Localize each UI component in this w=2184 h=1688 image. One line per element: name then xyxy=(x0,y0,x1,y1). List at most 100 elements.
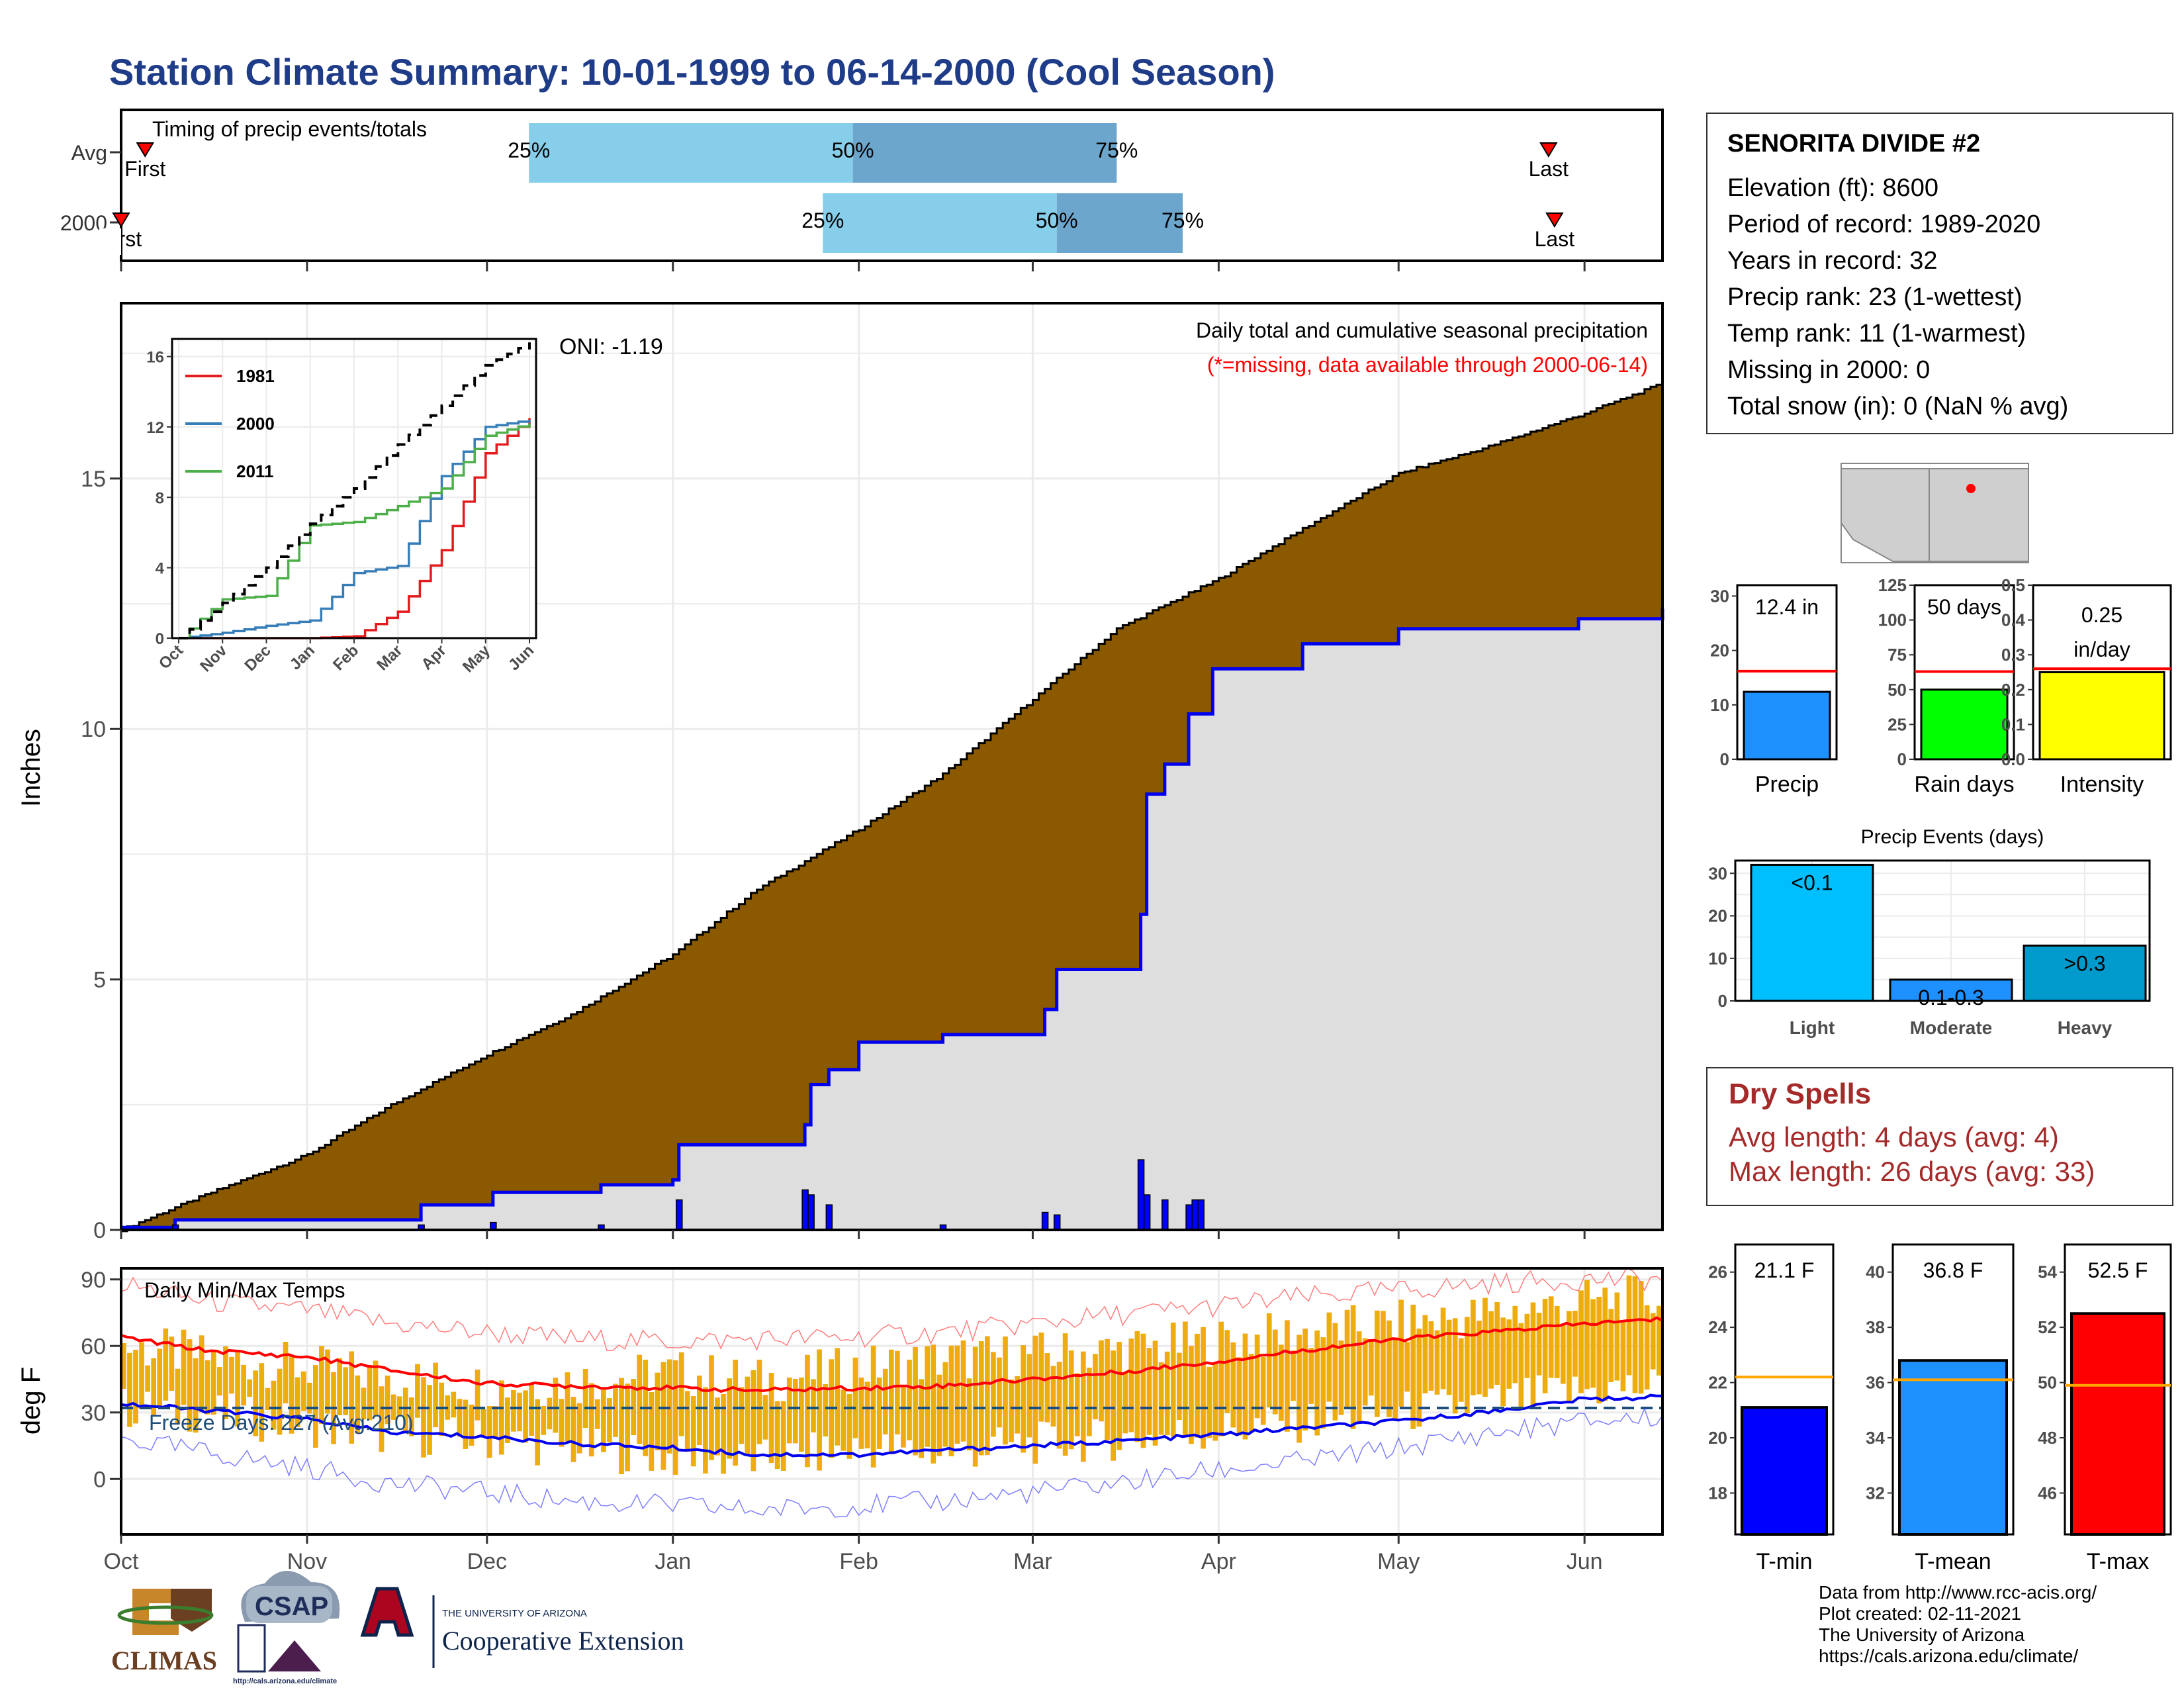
temp-range-bar xyxy=(1314,1330,1320,1436)
temp-range-bar xyxy=(948,1345,954,1456)
temp-range-bar xyxy=(715,1397,720,1456)
temp-range-bar xyxy=(1356,1331,1362,1424)
timing-q75-label: 75% xyxy=(1161,209,1204,232)
temp-range-bar xyxy=(169,1336,175,1391)
temp-range-bar xyxy=(690,1396,696,1467)
temp-range-bar xyxy=(811,1379,816,1432)
temp-range-bar xyxy=(1111,1350,1116,1461)
summary-tick-label: 0.1 xyxy=(2001,714,2025,734)
station-precip-rank: Precip rank: 23 (1-wettest) xyxy=(1727,283,2023,311)
temp-range-bar xyxy=(415,1364,420,1418)
y-axis-label: Inches xyxy=(17,729,46,807)
timing-q75-label: 75% xyxy=(1095,138,1138,162)
temp-range-bar xyxy=(1326,1312,1332,1402)
temp-range-bar xyxy=(306,1382,312,1414)
temp-range-bar xyxy=(469,1404,475,1446)
summary-tick-label: 0.4 xyxy=(2001,610,2026,630)
timing-title: Timing of precip events/totals xyxy=(152,117,427,141)
temp-summary-label: T-min xyxy=(1756,1549,1813,1574)
temp-range-bar xyxy=(343,1367,349,1415)
month-axis: Oct Nov Dec Jan Feb Mar Apr May Jun xyxy=(104,1534,1603,1574)
inset-y-label: 8 xyxy=(156,489,164,507)
temp-range-bar xyxy=(1422,1315,1428,1393)
station-elevation: Elevation (ft): 8600 xyxy=(1727,174,1938,202)
last-label: Last xyxy=(1529,157,1569,181)
first-marker xyxy=(136,142,155,158)
temp-range-bar xyxy=(1212,1362,1218,1441)
temp-range-bar xyxy=(337,1358,342,1416)
temp-range-bar xyxy=(133,1350,138,1424)
station-location-marker xyxy=(1966,484,1976,493)
month-label: Dec xyxy=(467,1549,507,1574)
temp-range-bar xyxy=(1554,1305,1560,1379)
last-marker xyxy=(1545,212,1564,228)
temp-range-bar xyxy=(1134,1331,1140,1442)
temp-range-bar xyxy=(1458,1338,1464,1402)
temp-range-bar xyxy=(139,1342,144,1409)
temp-range-bar xyxy=(936,1374,942,1456)
credit-line: The University of Arizona xyxy=(1819,1624,2025,1645)
events-tick-label: 30 xyxy=(1708,863,1727,883)
daily-precip-bar xyxy=(1185,1204,1193,1231)
inset-y-label: 0 xyxy=(156,630,164,648)
temp-range-bar xyxy=(1266,1313,1272,1408)
timing-q50-label: 50% xyxy=(1036,209,1078,232)
csap-logo: CSAP http://cals.arizona.edu/climate xyxy=(233,1570,340,1685)
temp-range-bar xyxy=(1285,1320,1290,1432)
temp-range-bar xyxy=(253,1370,259,1436)
temp-range-bar xyxy=(1452,1318,1458,1414)
temp-range-bar xyxy=(1500,1317,1506,1407)
cumulative-avg-outline xyxy=(121,383,1664,1233)
temp-title: Daily Min/Max Temps xyxy=(144,1278,345,1302)
credits: Data from http://www.rcc-acis.org/ Plot … xyxy=(1819,1582,2097,1667)
precip-subtitle: (*=missing, data available through 2000-… xyxy=(1207,353,1648,377)
y-tick-label: 0 xyxy=(93,1467,106,1492)
temp-range-bar xyxy=(925,1346,931,1447)
temp-range-bar xyxy=(895,1350,900,1434)
temp-summary-tick-label: 54 xyxy=(2038,1262,2057,1282)
temp-summary-tick-label: 52 xyxy=(2038,1317,2057,1337)
csap-url: http://cals.arizona.edu/climate xyxy=(233,1677,337,1685)
dry-spells-box: Dry Spells Avg length: 4 days (avg: 4) M… xyxy=(1706,1067,2173,1206)
summary-tick-label: 30 xyxy=(1710,586,1729,606)
events-bar xyxy=(2023,944,2147,1002)
timing-q1-bar xyxy=(529,123,853,183)
inset-legend-label: 2000 xyxy=(236,414,275,434)
temp-range-bar xyxy=(265,1387,271,1411)
temp-range-bar xyxy=(1224,1330,1230,1413)
temp-range-bar xyxy=(1087,1368,1092,1436)
temp-range-bar xyxy=(1477,1320,1482,1395)
timing-q2-bar xyxy=(852,123,1117,183)
inset-series-line xyxy=(179,423,531,639)
y-tick-label: 30 xyxy=(81,1401,106,1426)
temp-range-bar xyxy=(727,1378,732,1459)
avg-tmin-line xyxy=(120,1393,1662,1458)
temp-range-bar xyxy=(888,1349,894,1454)
temp-range-bar xyxy=(396,1396,402,1416)
temp-range-bar xyxy=(1375,1310,1380,1417)
temp-range-bar xyxy=(852,1357,858,1438)
daily-precip-bar xyxy=(825,1204,833,1231)
temp-summary-value: 36.8 F xyxy=(1923,1258,1983,1282)
y-tick-label: 10 xyxy=(81,717,106,742)
events-category: Heavy xyxy=(2058,1017,2113,1038)
temp-range-bar xyxy=(475,1369,480,1421)
temp-range-bar xyxy=(733,1360,739,1466)
station-temp-rank: Temp rank: 11 (1-warmest) xyxy=(1727,320,2026,348)
temp-range-bar xyxy=(1116,1342,1122,1450)
summary-value: 0.25 xyxy=(2081,603,2122,627)
temp-summary-value: 21.1 F xyxy=(1754,1258,1815,1282)
temp-range-bar xyxy=(1080,1351,1086,1462)
temp-range-bar xyxy=(433,1362,438,1428)
dry-spells-title: Dry Spells xyxy=(1729,1078,1872,1110)
temp-range-bar xyxy=(1230,1342,1236,1428)
temp-range-bar xyxy=(1176,1352,1182,1420)
temp-range-bar xyxy=(774,1401,780,1470)
temp-range-bar xyxy=(649,1392,655,1471)
temp-range-bar xyxy=(157,1348,163,1407)
station-name: SENORITA DIVIDE #2 xyxy=(1727,130,1981,158)
logos: CLIMAS CSAP http://cals.arizona.edu/clim… xyxy=(111,1570,684,1685)
temp-range-bar xyxy=(858,1378,864,1449)
temp-range-bar xyxy=(1009,1380,1014,1442)
